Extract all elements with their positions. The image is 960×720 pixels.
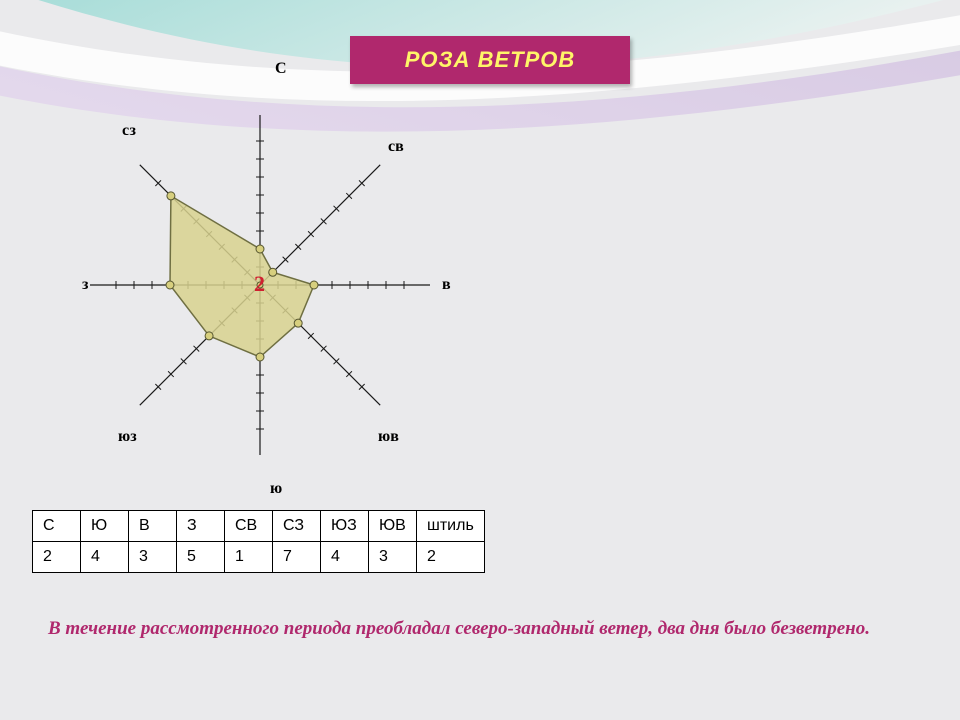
table-data-cell: 3 xyxy=(129,542,177,573)
table-header-row: СЮВЗСВСЗЮЗЮВштиль xyxy=(33,511,485,542)
table-header-cell: Ю xyxy=(81,511,129,542)
table-header-cell: СВ xyxy=(225,511,273,542)
direction-label: в xyxy=(442,276,451,294)
direction-label: юз xyxy=(118,428,137,446)
table-data-cell: 4 xyxy=(321,542,369,573)
table-data-cell: 1 xyxy=(225,542,273,573)
table-data-cell: 4 xyxy=(81,542,129,573)
direction-label: сз xyxy=(122,122,136,140)
table-header-cell: штиль xyxy=(417,511,485,542)
table-header-cell: ЮВ xyxy=(369,511,417,542)
table-header-cell: СЗ xyxy=(273,511,321,542)
table-header-cell: В xyxy=(129,511,177,542)
table-data-cell: 3 xyxy=(369,542,417,573)
center-calm-value: 2 xyxy=(254,271,265,297)
table-data-row: 243517432 xyxy=(33,542,485,573)
wind-data-table: СЮВЗСВСЗЮЗЮВштиль 243517432 xyxy=(32,510,485,573)
table-data-cell: 5 xyxy=(177,542,225,573)
direction-label: св xyxy=(388,138,404,156)
table-data-cell: 2 xyxy=(33,542,81,573)
table-header-cell: С xyxy=(33,511,81,542)
wind-rose-chart: 2 Ссввювююззсз xyxy=(60,60,480,490)
table-data-cell: 7 xyxy=(273,542,321,573)
direction-label: С xyxy=(275,60,287,78)
table-header-cell: З xyxy=(177,511,225,542)
direction-label: з xyxy=(82,276,88,294)
table-header-cell: ЮЗ xyxy=(321,511,369,542)
direction-label: ю xyxy=(270,480,282,498)
direction-label: юв xyxy=(378,428,399,446)
table-data-cell: 2 xyxy=(417,542,485,573)
conclusion-text: В течение рассмотренного периода преобла… xyxy=(48,608,920,650)
